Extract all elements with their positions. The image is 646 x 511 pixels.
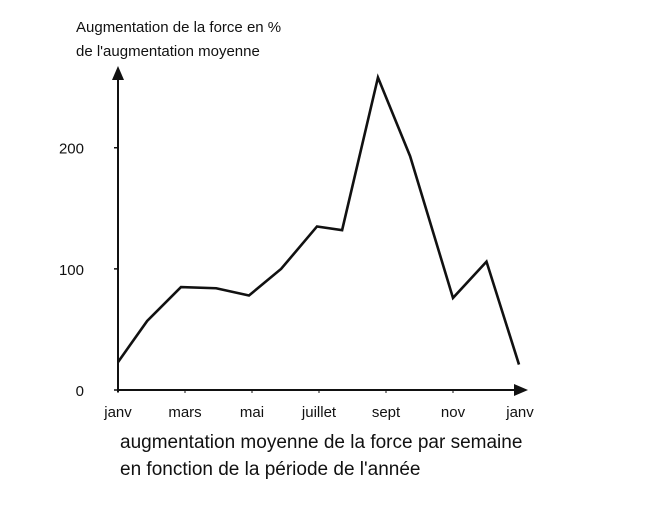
data-line [116,73,521,365]
x-tick-label: janv [103,404,132,421]
y-tick-label: 100 [59,262,84,279]
x-tick-label: mai [240,404,264,421]
y-axis-arrow [112,66,124,80]
x-tick-label: mars [168,404,201,421]
y-tick-label: 200 [59,141,84,158]
x-axis-arrow [514,384,528,396]
y-tick-label: 0 [76,383,84,400]
x-tick-label: nov [441,404,466,421]
x-tick-label: juillet [301,404,337,421]
x-tick-label: sept [372,404,401,421]
caption: augmentation moyenne de la force par sem… [120,432,522,453]
x-tick-label: janv [505,404,534,421]
y-axis-label: Augmentation de la force en % [76,19,281,36]
caption: en fonction de la période de l'année [120,459,420,480]
y-axis-label: de l'augmentation moyenne [76,43,260,60]
